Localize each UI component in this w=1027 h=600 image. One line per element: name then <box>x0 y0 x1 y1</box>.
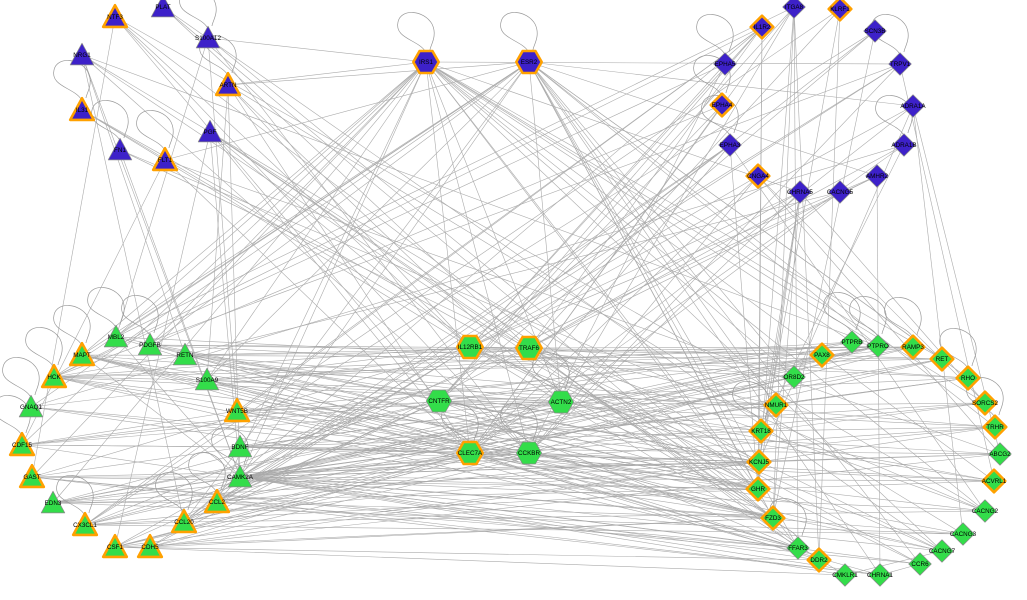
svg-text:BDNF: BDNF <box>231 444 248 451</box>
svg-text:IL31: IL31 <box>76 107 89 114</box>
svg-text:IL1R2: IL1R2 <box>754 24 771 31</box>
svg-text:FFAR3: FFAR3 <box>788 545 808 552</box>
svg-text:NMUR1: NMUR1 <box>765 402 788 409</box>
svg-text:KCNJ5: KCNJ5 <box>749 459 769 466</box>
svg-text:CCL2: CCL2 <box>209 499 226 506</box>
svg-text:EPHA4: EPHA4 <box>712 102 733 109</box>
svg-text:PGF: PGF <box>204 129 217 136</box>
svg-text:HCK: HCK <box>47 374 61 381</box>
svg-text:FN1: FN1 <box>114 147 126 154</box>
svg-text:CCKBR: CCKBR <box>518 450 540 457</box>
svg-text:CX3CL1: CX3CL1 <box>73 522 97 529</box>
svg-text:PTPRB: PTPRB <box>842 339 863 346</box>
svg-text:GHR: GHR <box>751 486 765 493</box>
svg-text:RET: RET <box>936 356 949 363</box>
svg-text:CACNG3: CACNG3 <box>950 531 977 538</box>
svg-text:MAPT: MAPT <box>73 352 91 359</box>
svg-text:CSF1: CSF1 <box>107 544 124 551</box>
svg-text:CNGA4: CNGA4 <box>747 173 769 180</box>
svg-text:ABCG2: ABCG2 <box>989 451 1011 458</box>
svg-text:CACNG2: CACNG2 <box>972 508 999 515</box>
svg-text:IL12RB1: IL12RB1 <box>458 344 483 351</box>
svg-text:RAMP3: RAMP3 <box>902 344 924 351</box>
svg-text:FLT1: FLT1 <box>158 157 173 164</box>
svg-text:PLAT: PLAT <box>155 4 170 11</box>
svg-text:ADRA1B: ADRA1B <box>891 142 916 149</box>
svg-text:ESR2: ESR2 <box>521 59 538 66</box>
svg-text:AMHR2: AMHR2 <box>866 173 889 180</box>
svg-text:KRT18: KRT18 <box>751 428 771 435</box>
svg-text:EDN3: EDN3 <box>45 500 62 507</box>
svg-text:EPHA5: EPHA5 <box>715 61 736 68</box>
svg-text:SORCS2: SORCS2 <box>972 400 998 407</box>
svg-text:SCN3B: SCN3B <box>865 28 886 35</box>
svg-text:CHRNA5: CHRNA5 <box>787 189 813 196</box>
svg-text:RHO: RHO <box>961 375 975 382</box>
svg-text:EPHA3: EPHA3 <box>720 142 741 149</box>
svg-text:CCR6: CCR6 <box>911 561 929 568</box>
svg-text:GAST: GAST <box>23 474 40 481</box>
svg-text:CDF15: CDF15 <box>12 442 32 449</box>
svg-text:CACNG5: CACNG5 <box>827 189 854 196</box>
svg-text:ITGA8: ITGA8 <box>785 4 804 11</box>
svg-text:DDR2: DDR2 <box>810 557 828 564</box>
svg-text:TRPV1: TRPV1 <box>890 61 911 68</box>
svg-text:PAX8: PAX8 <box>814 352 830 359</box>
svg-text:OR8D2: OR8D2 <box>784 374 805 381</box>
svg-text:NTF3: NTF3 <box>107 14 123 21</box>
svg-text:CLEC7A: CLEC7A <box>458 450 483 457</box>
svg-text:CAMK2A: CAMK2A <box>227 474 254 481</box>
svg-text:CHRNA1: CHRNA1 <box>867 572 893 579</box>
svg-text:GNAQ1: GNAQ1 <box>20 404 43 411</box>
svg-text:ARTN: ARTN <box>219 82 236 89</box>
svg-text:KLRF1: KLRF1 <box>830 6 850 13</box>
svg-text:IRS1: IRS1 <box>419 59 433 66</box>
svg-text:CACNG7: CACNG7 <box>929 548 956 555</box>
svg-text:CCL20: CCL20 <box>174 519 194 526</box>
svg-text:CDH5: CDH5 <box>141 544 159 551</box>
svg-text:TRHR: TRHR <box>986 424 1004 431</box>
svg-text:ACVRL1: ACVRL1 <box>982 478 1007 485</box>
svg-text:CMKLR1: CMKLR1 <box>832 572 858 579</box>
svg-text:S100A9: S100A9 <box>196 377 219 384</box>
svg-text:PDGFB: PDGFB <box>139 342 161 349</box>
svg-text:CNTFR: CNTFR <box>428 398 450 405</box>
svg-text:MBL2: MBL2 <box>108 334 125 341</box>
svg-text:RETN: RETN <box>176 352 194 359</box>
svg-text:TRAF6: TRAF6 <box>519 345 539 352</box>
svg-text:S100A12: S100A12 <box>195 35 221 42</box>
svg-text:NRG1: NRG1 <box>73 52 91 59</box>
svg-text:FZD3: FZD3 <box>765 515 781 522</box>
svg-text:PTPRO: PTPRO <box>867 343 889 350</box>
svg-text:ACTN2: ACTN2 <box>551 399 572 406</box>
svg-text:ADRA1A: ADRA1A <box>900 103 926 110</box>
svg-text:WNT5B: WNT5B <box>226 408 248 415</box>
